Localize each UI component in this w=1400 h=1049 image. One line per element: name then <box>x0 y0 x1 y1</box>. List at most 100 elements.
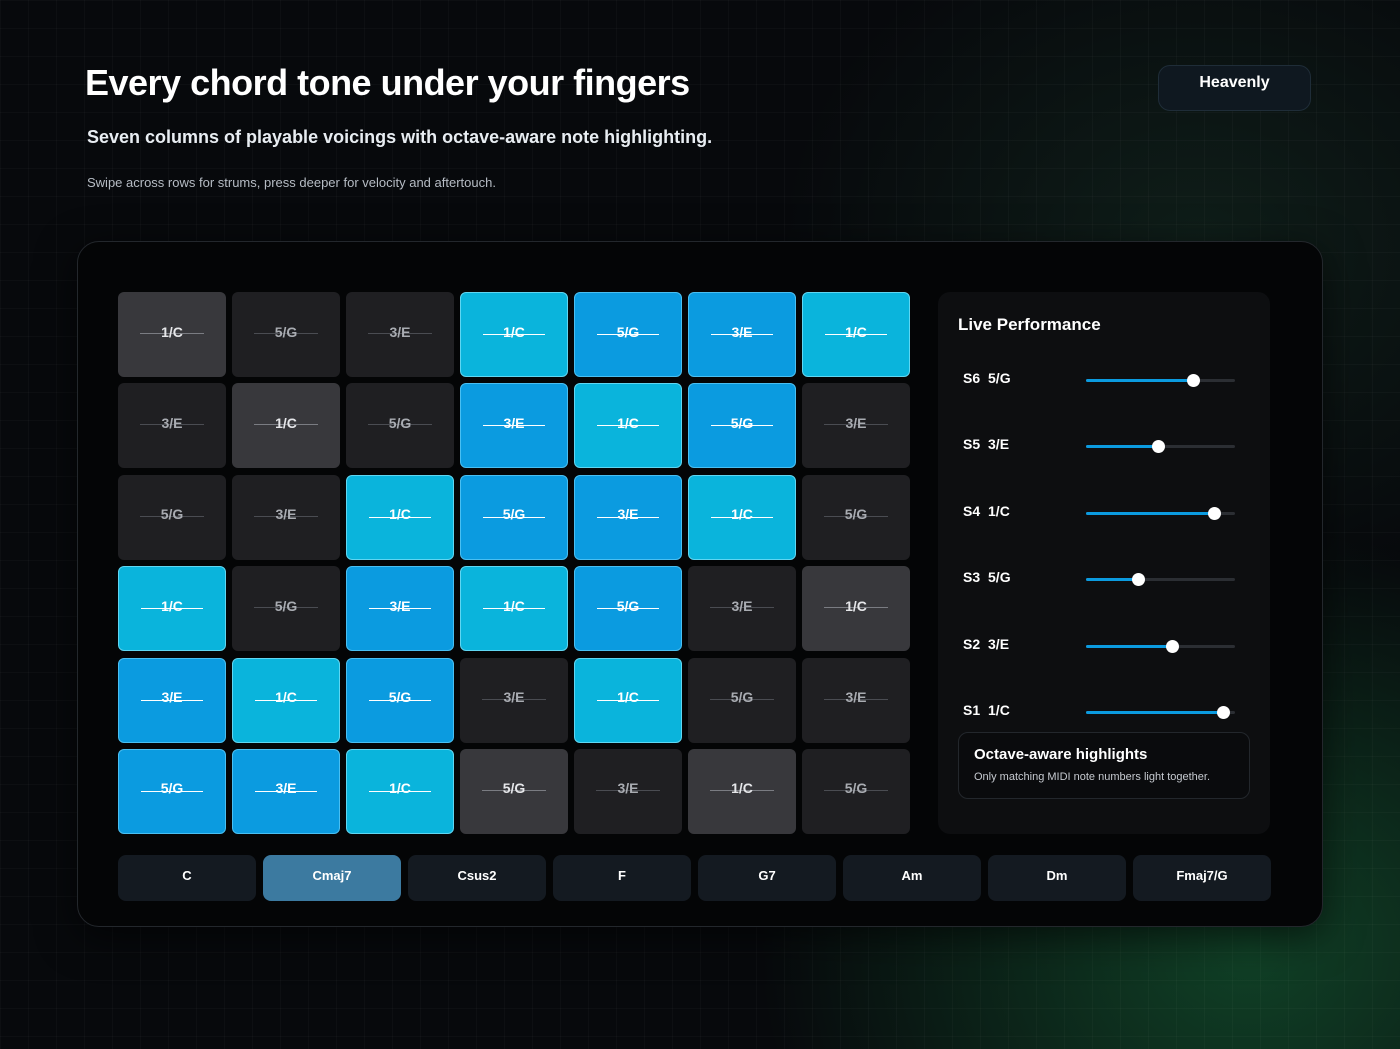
pad-note-label: 5/G <box>616 597 640 614</box>
pad[interactable]: 5/G <box>232 292 340 377</box>
live-performance-title: Live Performance <box>958 315 1101 334</box>
chord-button[interactable]: F <box>553 855 691 901</box>
string-note: 3/E <box>988 636 1010 652</box>
pad-note-label: 1/C <box>731 506 753 523</box>
slider-thumb[interactable] <box>1132 573 1146 586</box>
pad[interactable]: 1/C <box>118 566 226 652</box>
pad[interactable]: 3/E <box>574 474 682 560</box>
chord-button[interactable]: Dm <box>988 855 1126 901</box>
pad-note-label: 5/G <box>274 323 298 340</box>
pad-string-line <box>824 424 888 426</box>
pad[interactable]: 1/C <box>574 383 682 469</box>
pad[interactable]: 5/G <box>802 474 910 560</box>
pad-note-label: 3/E <box>161 689 183 706</box>
pad[interactable]: 5/G <box>688 383 796 469</box>
pad-string-line <box>482 789 546 791</box>
pad[interactable]: 5/G <box>688 657 796 743</box>
pad[interactable]: 3/E <box>346 566 454 652</box>
pad-grid: 1/C 5/G 3/E 1/C 5/G 3/E 1/C 3/E 1/C 5/G 3/E 1/C 5/G 3… <box>118 292 910 834</box>
slider-fill <box>1086 578 1139 581</box>
pad[interactable]: 3/E <box>346 292 454 377</box>
pad[interactable]: 5/G <box>802 748 910 834</box>
pad-note-label: 3/E <box>845 414 867 431</box>
pad[interactable]: 5/G <box>346 657 454 743</box>
pad-note-label: 3/E <box>389 323 411 340</box>
slider-thumb[interactable] <box>1166 640 1180 653</box>
pad[interactable]: 1/C <box>232 657 340 743</box>
pad-string-line <box>710 698 774 700</box>
pad[interactable]: 1/C <box>346 474 454 560</box>
pad-note-label: 3/E <box>389 597 411 614</box>
pad[interactable]: 5/G <box>232 566 340 652</box>
chord-button[interactable]: G7 <box>698 855 836 901</box>
pad[interactable]: 5/G <box>460 748 568 834</box>
pad[interactable]: 1/C <box>460 566 568 652</box>
string-number: S4 <box>963 503 981 519</box>
pad-note-label: 3/E <box>731 323 753 340</box>
pad-string-line <box>596 789 660 791</box>
velocity-slider[interactable] <box>1086 440 1235 453</box>
slider-thumb[interactable] <box>1217 706 1231 719</box>
pad[interactable]: 3/E <box>688 292 796 377</box>
string-label: S1 1/C <box>963 702 1010 718</box>
pad[interactable]: 1/C <box>232 383 340 469</box>
pad-note-label: 1/C <box>503 597 525 614</box>
pad[interactable]: 3/E <box>802 383 910 469</box>
slider-thumb[interactable] <box>1151 440 1165 453</box>
chord-button[interactable]: Am <box>843 855 981 901</box>
pad-note-label: 5/G <box>160 780 184 797</box>
pad-string-line <box>369 516 431 518</box>
pad-string-line <box>597 334 659 335</box>
octave-info-text: Only matching MIDI note numbers light to… <box>974 771 1211 783</box>
pad[interactable]: 3/E <box>232 474 340 560</box>
octave-info-title: Octave-aware highlights <box>974 746 1148 763</box>
pad[interactable]: 3/E <box>232 748 340 834</box>
chord-button[interactable]: Csus2 <box>408 855 546 901</box>
string-number: S2 <box>963 636 981 652</box>
pad[interactable]: 1/C <box>574 657 682 743</box>
pad[interactable]: 1/C <box>118 292 226 377</box>
chord-button[interactable]: Cmaj7 <box>263 855 401 901</box>
pad[interactable]: 5/G <box>574 292 682 377</box>
pad[interactable]: 3/E <box>118 657 226 743</box>
slider-thumb[interactable] <box>1187 374 1201 387</box>
pad-note-label: 5/G <box>844 506 868 523</box>
pad[interactable]: 5/G <box>460 474 568 560</box>
chord-button[interactable]: C <box>118 855 256 901</box>
pad-note-label: 1/C <box>161 597 183 614</box>
pad-note-label: 3/E <box>617 780 639 797</box>
pad[interactable]: 1/C <box>346 748 454 834</box>
pad[interactable]: 3/E <box>688 566 796 652</box>
pad[interactable]: 3/E <box>118 383 226 469</box>
pad-note-label: 1/C <box>389 506 411 523</box>
slider-fill <box>1086 711 1224 714</box>
pad[interactable]: 3/E <box>460 657 568 743</box>
pad[interactable]: 1/C <box>802 566 910 652</box>
pad-string-line <box>482 698 546 700</box>
pad[interactable]: 5/G <box>346 383 454 469</box>
string-slider-row: S6 5/G <box>963 370 1253 390</box>
pad[interactable]: 3/E <box>574 748 682 834</box>
pad-note-label: 3/E <box>845 689 867 706</box>
pad[interactable]: 1/C <box>460 292 568 377</box>
chord-button[interactable]: Fmaj7/G <box>1133 855 1271 901</box>
pad-note-label: 5/G <box>730 689 754 706</box>
slider-thumb[interactable] <box>1208 507 1222 520</box>
velocity-slider[interactable] <box>1086 573 1235 586</box>
theme-button[interactable]: Heavenly <box>1158 65 1311 111</box>
pad[interactable]: 5/G <box>118 748 226 834</box>
velocity-slider[interactable] <box>1086 507 1235 520</box>
pad-string-line <box>140 515 204 517</box>
pad[interactable]: 1/C <box>802 292 910 377</box>
pad[interactable]: 3/E <box>460 383 568 469</box>
pad[interactable]: 1/C <box>688 474 796 560</box>
velocity-slider[interactable] <box>1086 374 1235 387</box>
pad[interactable]: 3/E <box>802 657 910 743</box>
string-slider-row: S5 3/E <box>963 436 1253 456</box>
velocity-slider[interactable] <box>1086 640 1235 653</box>
pad[interactable]: 5/G <box>574 566 682 652</box>
velocity-slider[interactable] <box>1086 706 1235 719</box>
pad[interactable]: 5/G <box>118 474 226 560</box>
pad[interactable]: 1/C <box>688 748 796 834</box>
string-slider-row: S4 1/C <box>963 503 1253 523</box>
